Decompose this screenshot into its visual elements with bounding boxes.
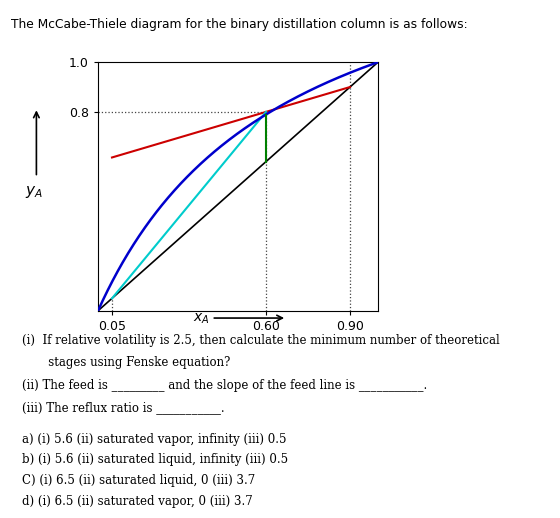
Text: $y_A$: $y_A$: [25, 184, 43, 199]
Text: a) (i) 5.6 (ii) saturated vapor, infinity (iii) 0.5: a) (i) 5.6 (ii) saturated vapor, infinit…: [22, 433, 287, 445]
Text: The McCabe-Thiele diagram for the binary distillation column is as follows:: The McCabe-Thiele diagram for the binary…: [11, 18, 468, 31]
Text: C) (i) 6.5 (ii) saturated liquid, 0 (iii) 3.7: C) (i) 6.5 (ii) saturated liquid, 0 (iii…: [22, 474, 256, 487]
Text: (ii) The feed is _________ and the slope of the feed line is ___________.: (ii) The feed is _________ and the slope…: [22, 379, 428, 392]
Text: (iii) The reflux ratio is ___________.: (iii) The reflux ratio is ___________.: [22, 401, 225, 414]
Text: $x_A$: $x_A$: [193, 311, 210, 326]
Text: d) (i) 6.5 (ii) saturated vapor, 0 (iii) 3.7: d) (i) 6.5 (ii) saturated vapor, 0 (iii)…: [22, 495, 253, 508]
Text: b) (i) 5.6 (ii) saturated liquid, infinity (iii) 0.5: b) (i) 5.6 (ii) saturated liquid, infini…: [22, 453, 288, 466]
Text: (i)  If relative volatility is 2.5, then calculate the minimum number of theoret: (i) If relative volatility is 2.5, then …: [22, 334, 500, 347]
Text: stages using Fenske equation?: stages using Fenske equation?: [22, 356, 231, 369]
